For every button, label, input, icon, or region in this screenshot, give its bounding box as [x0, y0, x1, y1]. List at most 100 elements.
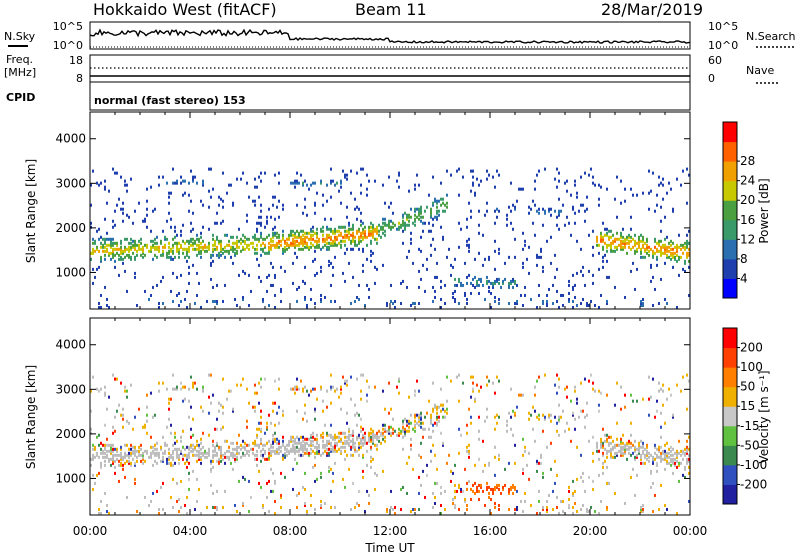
- power-cell: [126, 237, 128, 241]
- velocity-cell: [532, 405, 534, 409]
- velocity-cell: [642, 397, 644, 401]
- power-cell: [174, 241, 176, 245]
- power-cell: [316, 235, 318, 239]
- velocity-cell: [256, 391, 258, 395]
- velocity-cell: [188, 461, 190, 465]
- velocity-cell: [330, 433, 332, 437]
- velocity-cell: [266, 457, 268, 461]
- power-cell: [314, 181, 316, 185]
- power-cell: [92, 249, 94, 253]
- power-cell: [198, 239, 200, 243]
- power-cell: [580, 301, 582, 305]
- power-cell: [494, 239, 496, 243]
- velocity-cell: [254, 453, 256, 457]
- velocity-cell: [540, 461, 542, 465]
- power-cell: [642, 301, 644, 305]
- power-cell: [474, 285, 476, 289]
- power-cell: [660, 181, 662, 185]
- power-cell: [144, 243, 146, 247]
- velocity-cell: [280, 505, 282, 509]
- power-cell: [274, 233, 276, 237]
- power-cell: [194, 241, 196, 245]
- velocity-cell: [132, 427, 134, 431]
- velocity-cell: [150, 435, 152, 439]
- power-cell: [100, 306, 102, 309]
- velocity-cell: [292, 439, 294, 443]
- power-cell: [158, 247, 160, 251]
- velocity-cell: [188, 477, 190, 481]
- velocity-cell: [600, 439, 602, 443]
- power-cell: [280, 243, 282, 247]
- velocity-cell: [434, 453, 436, 457]
- power-cell: [454, 297, 456, 301]
- velocity-cell: [190, 445, 192, 449]
- power-cell: [252, 241, 254, 245]
- power-cell: [238, 245, 240, 249]
- power-cell: [282, 235, 284, 239]
- velocity-cell: [310, 439, 312, 443]
- velocity-cell: [248, 453, 250, 457]
- velocity-cell: [236, 509, 238, 513]
- power-cell: [292, 237, 294, 241]
- power-cell: [608, 229, 610, 233]
- power-cell: [306, 243, 308, 247]
- power-cell: [136, 249, 138, 253]
- velocity-cell: [542, 507, 544, 511]
- velocity-cell: [604, 447, 606, 451]
- power-cell: [188, 245, 190, 249]
- power-cell: [260, 235, 262, 239]
- power-cell: [208, 243, 210, 247]
- power-cell: [134, 257, 136, 261]
- velocity-cell: [334, 389, 336, 393]
- velocity-cell: [210, 483, 212, 487]
- velocity-cell: [190, 405, 192, 409]
- velocity-cell: [620, 441, 622, 445]
- power-cell: [248, 195, 250, 199]
- velocity-cell: [182, 445, 184, 449]
- velocity-cell: [646, 451, 648, 455]
- velocity-cell: [238, 445, 240, 449]
- velocity-cell: [330, 387, 332, 391]
- velocity-cell: [370, 465, 372, 469]
- power-cell: [92, 281, 94, 285]
- power-cell: [640, 247, 642, 251]
- power-cell: [188, 181, 190, 185]
- velocity-cell: [282, 413, 284, 417]
- velocity-cell: [314, 451, 316, 455]
- power-cell: [410, 241, 412, 245]
- power-cell: [106, 201, 108, 205]
- power-cell: [474, 191, 476, 195]
- power-cell: [304, 297, 306, 301]
- velocity-cell: [664, 503, 666, 507]
- velocity-cell: [480, 485, 482, 489]
- power-cell: [102, 237, 104, 241]
- power-cell: [198, 243, 200, 247]
- velocity-cell: [246, 451, 248, 455]
- power-cell: [226, 249, 228, 253]
- colorbar-segment: [723, 464, 737, 485]
- power-cell: [664, 215, 666, 219]
- velocity-cell: [294, 447, 296, 451]
- power-cell: [376, 227, 378, 231]
- power-cell: [430, 209, 432, 213]
- power-cell: [232, 261, 234, 265]
- velocity-cell: [102, 449, 104, 453]
- power-cell: [472, 183, 474, 187]
- power-cell: [468, 245, 470, 249]
- velocity-cell: [296, 445, 298, 449]
- velocity-cell: [152, 463, 154, 467]
- power-cell: [212, 247, 214, 251]
- power-cell: [672, 265, 674, 269]
- power-cell: [96, 247, 98, 251]
- velocity-cell: [150, 451, 152, 455]
- velocity-cell: [406, 419, 408, 423]
- power-cell: [394, 306, 396, 309]
- power-cell: [330, 227, 332, 231]
- power-cell: [470, 189, 472, 193]
- velocity-cell: [550, 419, 552, 423]
- velocity-cell: [284, 447, 286, 451]
- power-cell: [288, 245, 290, 249]
- power-cell: [392, 211, 394, 215]
- power-cell: [400, 281, 402, 285]
- velocity-cell: [172, 373, 174, 377]
